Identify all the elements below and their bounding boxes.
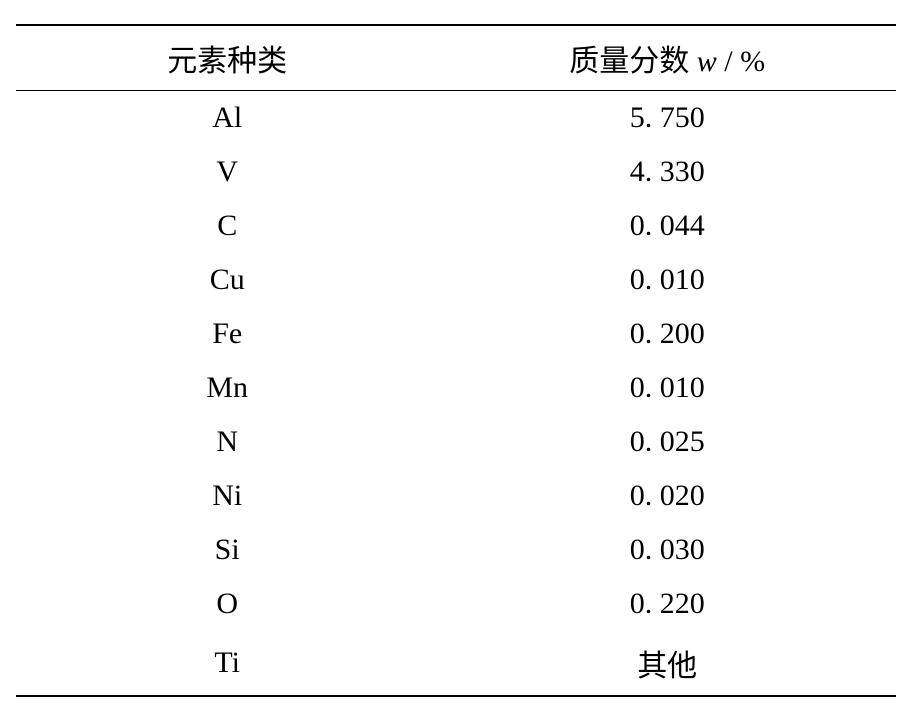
table-row: Al 5. 750 — [16, 90, 896, 145]
cell-value: 其他 — [438, 631, 896, 696]
cell-element: V — [16, 145, 438, 199]
cell-value: 0. 200 — [438, 307, 896, 361]
cell-element: Mn — [16, 361, 438, 415]
cell-element: O — [16, 577, 438, 631]
col-header-mf-italic: w — [697, 45, 717, 78]
table-row: O 0. 220 — [16, 577, 896, 631]
cell-value: 0. 044 — [438, 199, 896, 253]
table-row: C 0. 044 — [16, 199, 896, 253]
cell-value: 4. 330 — [438, 145, 896, 199]
cell-element: Al — [16, 90, 438, 145]
cell-value: 0. 010 — [438, 361, 896, 415]
cell-value: 0. 010 — [438, 253, 896, 307]
table-row: Cu 0. 010 — [16, 253, 896, 307]
cell-element: N — [16, 415, 438, 469]
table-header-row: 元素种类 质量分数 w / % — [16, 25, 896, 91]
table-row: N 0. 025 — [16, 415, 896, 469]
table-row: Si 0. 030 — [16, 523, 896, 577]
table-body: Al 5. 750 V 4. 330 C 0. 044 Cu 0. 010 Fe… — [16, 90, 896, 696]
cell-value: 0. 220 — [438, 577, 896, 631]
cell-value: 5. 750 — [438, 90, 896, 145]
cell-element: Fe — [16, 307, 438, 361]
table-row: V 4. 330 — [16, 145, 896, 199]
cell-value: 0. 020 — [438, 469, 896, 523]
cell-element: Cu — [16, 253, 438, 307]
cell-element: C — [16, 199, 438, 253]
table-row: Mn 0. 010 — [16, 361, 896, 415]
composition-table-wrap: 元素种类 质量分数 w / % Al 5. 750 V 4. 330 C 0. … — [16, 24, 896, 697]
cell-value: 0. 030 — [438, 523, 896, 577]
col-header-element-label: 元素种类 — [167, 45, 287, 78]
cell-value: 0. 025 — [438, 415, 896, 469]
cell-element: Ni — [16, 469, 438, 523]
cell-element: Si — [16, 523, 438, 577]
col-header-mass-fraction: 质量分数 w / % — [438, 25, 896, 91]
table-row: Ti 其他 — [16, 631, 896, 696]
table-row: Fe 0. 200 — [16, 307, 896, 361]
col-header-mf-suffix: / % — [717, 45, 765, 78]
table-row: Ni 0. 020 — [16, 469, 896, 523]
col-header-mf-prefix: 质量分数 — [569, 45, 697, 78]
col-header-element: 元素种类 — [16, 25, 438, 91]
cell-element: Ti — [16, 631, 438, 696]
composition-table: 元素种类 质量分数 w / % Al 5. 750 V 4. 330 C 0. … — [16, 24, 896, 697]
